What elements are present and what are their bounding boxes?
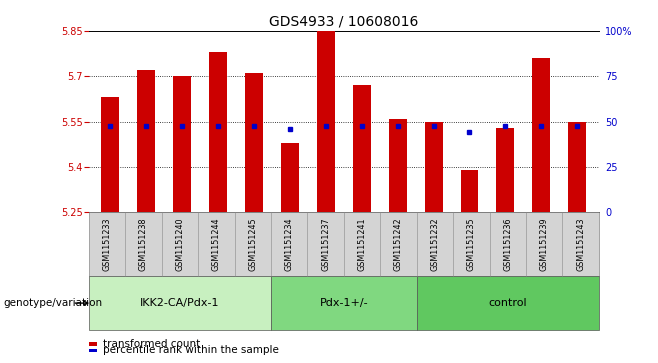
- Text: IKK2-CA/Pdx-1: IKK2-CA/Pdx-1: [140, 298, 220, 308]
- Bar: [496, 128, 515, 212]
- Text: Pdx-1+/-: Pdx-1+/-: [320, 298, 368, 308]
- Bar: [532, 58, 550, 212]
- Bar: [245, 73, 263, 212]
- Text: GSM1151236: GSM1151236: [503, 217, 512, 271]
- Bar: [353, 85, 370, 212]
- Text: GSM1151235: GSM1151235: [467, 217, 476, 271]
- Bar: [209, 52, 227, 212]
- Text: GSM1151242: GSM1151242: [394, 217, 403, 271]
- Text: transformed count: transformed count: [103, 339, 201, 349]
- Text: GSM1151237: GSM1151237: [321, 217, 330, 271]
- Text: GSM1151232: GSM1151232: [430, 217, 440, 271]
- Text: GSM1151239: GSM1151239: [540, 217, 549, 271]
- Bar: [424, 122, 443, 212]
- Text: GSM1151241: GSM1151241: [357, 217, 367, 271]
- Title: GDS4933 / 10608016: GDS4933 / 10608016: [269, 14, 418, 28]
- Bar: [389, 119, 407, 212]
- Text: GSM1151244: GSM1151244: [212, 217, 221, 271]
- Text: GSM1151243: GSM1151243: [576, 217, 585, 271]
- Text: control: control: [488, 298, 527, 308]
- Text: GSM1151245: GSM1151245: [248, 217, 257, 271]
- Bar: [461, 170, 478, 212]
- Text: GSM1151233: GSM1151233: [103, 217, 112, 271]
- Bar: [101, 97, 119, 212]
- Bar: [317, 31, 335, 212]
- Text: genotype/variation: genotype/variation: [3, 298, 103, 308]
- Bar: [281, 143, 299, 212]
- Bar: [138, 70, 155, 212]
- Bar: [569, 122, 586, 212]
- Text: GSM1151240: GSM1151240: [176, 217, 184, 271]
- Text: GSM1151234: GSM1151234: [285, 217, 293, 271]
- Bar: [173, 76, 191, 212]
- Text: GSM1151238: GSM1151238: [139, 217, 148, 271]
- Text: percentile rank within the sample: percentile rank within the sample: [103, 345, 279, 355]
